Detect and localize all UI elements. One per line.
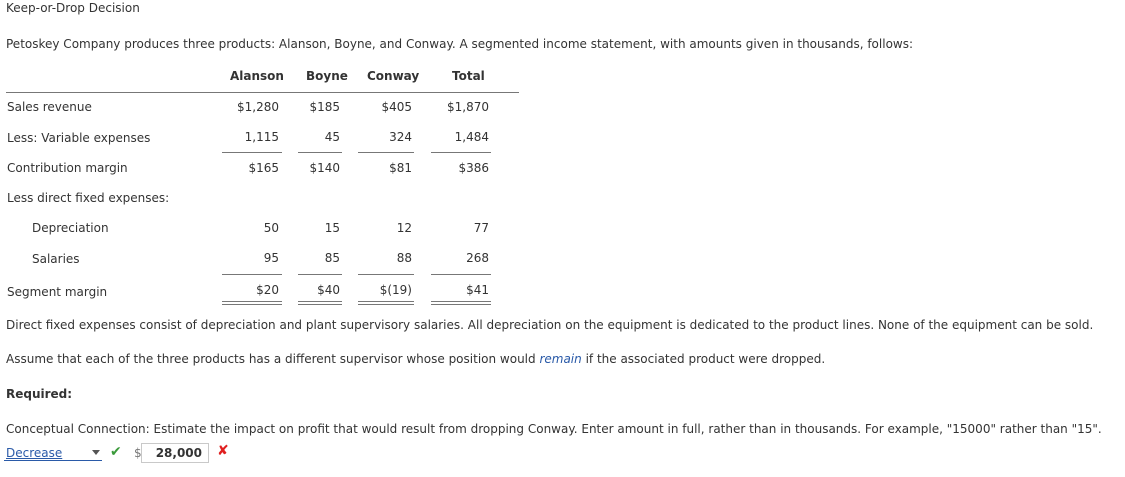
row-label-direct-fixed-expenses: Less direct fixed expenses:: [7, 191, 170, 205]
row-label-contribution-margin: Contribution margin: [7, 161, 128, 175]
underline: [431, 304, 491, 305]
cell: $20: [256, 283, 279, 297]
cell: 324: [389, 130, 412, 144]
cell: 77: [473, 221, 489, 235]
cell: 45: [324, 130, 340, 144]
underline: [298, 152, 342, 153]
underline: [298, 301, 342, 302]
underline: [222, 152, 282, 153]
cell: $140: [309, 161, 340, 175]
underline: [358, 304, 414, 305]
cell: $185: [309, 100, 340, 114]
cell: 50: [263, 221, 279, 235]
col-header-boyne: Boyne: [306, 69, 348, 83]
underline: [431, 152, 491, 153]
cell: $1,870: [447, 100, 489, 114]
check-icon: ✔: [110, 444, 122, 460]
amount-input[interactable]: [141, 443, 209, 463]
chevron-down-icon: [92, 450, 100, 455]
cell: 88: [396, 251, 412, 265]
para2-emphasis: remain: [539, 352, 582, 366]
paragraph-fixed-expenses: Direct fixed expenses consist of depreci…: [6, 318, 1094, 332]
cell: 95: [263, 251, 279, 265]
currency-symbol: $: [134, 446, 142, 460]
cell: 85: [324, 251, 340, 265]
paragraph-supervisor-assumption: Assume that each of the three products h…: [6, 352, 825, 366]
intro-text: Petoskey Company produces three products…: [6, 37, 914, 51]
underline: [358, 274, 414, 275]
header-rule: [6, 92, 519, 93]
cell: $165: [248, 161, 279, 175]
cell: 15: [324, 221, 340, 235]
cell: 1,115: [244, 130, 279, 144]
cell: 1,484: [454, 130, 489, 144]
cell: 268: [466, 251, 489, 265]
row-label-salaries: Salaries: [32, 252, 80, 266]
underline: [222, 301, 282, 302]
underline: [222, 274, 282, 275]
row-label-segment-margin: Segment margin: [7, 285, 108, 299]
col-header-total: Total: [452, 69, 485, 83]
row-label-depreciation: Depreciation: [32, 221, 109, 235]
impact-direction-select[interactable]: Decrease: [4, 445, 102, 461]
page-heading: Keep-or-Drop Decision: [6, 1, 140, 15]
selected-option: Decrease: [6, 446, 63, 460]
underline: [431, 301, 491, 302]
underline: [358, 301, 414, 302]
row-label-sales-revenue: Sales revenue: [7, 100, 92, 114]
cell: $405: [381, 100, 412, 114]
required-heading: Required:: [6, 387, 73, 401]
col-header-conway: Conway: [367, 69, 420, 83]
cell: $81: [389, 161, 412, 175]
x-icon: ✘: [217, 443, 229, 459]
row-label-variable-expenses: Less: Variable expenses: [7, 131, 151, 145]
col-header-alanson: Alanson: [230, 69, 284, 83]
underline: [298, 274, 342, 275]
para2-before: Assume that each of the three products h…: [6, 352, 540, 366]
underline: [298, 304, 342, 305]
cell: $(19): [379, 283, 412, 297]
cell: $1,280: [237, 100, 279, 114]
underline: [358, 152, 414, 153]
para2-after: if the associated product were dropped.: [581, 352, 826, 366]
cell: $386: [458, 161, 489, 175]
cell: $41: [466, 283, 489, 297]
underline: [431, 274, 491, 275]
cell: $40: [317, 283, 340, 297]
underline: [222, 304, 282, 305]
question-text: Conceptual Connection: Estimate the impa…: [6, 422, 1102, 436]
cell: 12: [396, 221, 412, 235]
